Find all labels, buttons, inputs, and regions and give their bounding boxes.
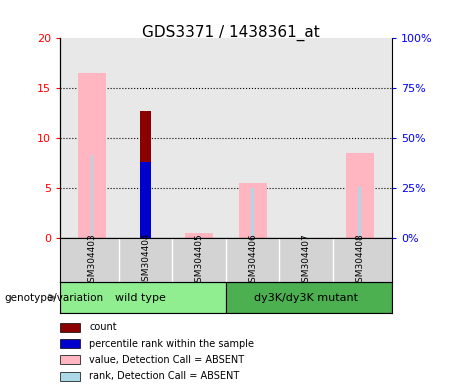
Text: percentile rank within the sample: percentile rank within the sample [89,339,254,349]
Bar [140,111,151,238]
Bar [60,282,226,313]
Bar [198,237,201,238]
Text: GDS3371 / 1438361_at: GDS3371 / 1438361_at [142,25,319,41]
Text: value, Detection Call = ABSENT: value, Detection Call = ABSENT [89,355,244,365]
Bar [305,237,307,238]
Bar [78,73,106,238]
Text: count: count [89,323,117,333]
Bar [251,188,254,238]
Text: genotype/variation: genotype/variation [5,293,104,303]
Bar [346,153,374,238]
Text: GSM304407: GSM304407 [301,233,311,288]
Bar [91,155,94,238]
Text: GSM304405: GSM304405 [195,233,204,288]
Text: wild type: wild type [115,293,165,303]
Bar [140,162,151,238]
Bar [60,339,79,348]
Bar [60,356,79,364]
Text: GSM304403: GSM304403 [88,233,96,288]
Bar [185,233,213,238]
Text: GSM304404: GSM304404 [141,233,150,288]
Text: rank, Detection Call = ABSENT: rank, Detection Call = ABSENT [89,371,240,381]
Bar [358,187,361,238]
Text: dy3K/dy3K mutant: dy3K/dy3K mutant [254,293,358,303]
Bar [226,282,392,313]
Bar [60,323,79,332]
Text: GSM304406: GSM304406 [248,233,257,288]
Bar [60,372,79,381]
Bar [239,183,267,238]
Text: GSM304408: GSM304408 [355,233,364,288]
